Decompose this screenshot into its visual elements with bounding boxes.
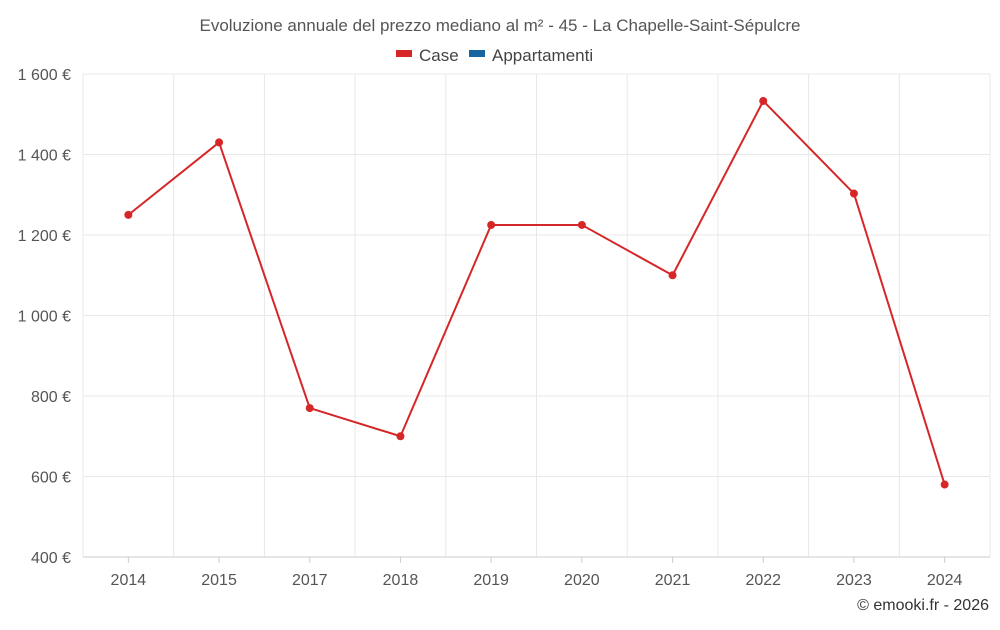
chart-title: Evoluzione annuale del prezzo mediano al… bbox=[199, 16, 800, 35]
y-tick-label: 1 600 € bbox=[18, 67, 71, 84]
legend: Case Appartamenti bbox=[396, 46, 593, 65]
x-tick-label: 2017 bbox=[292, 572, 328, 589]
y-tick-label: 400 € bbox=[31, 550, 71, 567]
legend-swatch-appartamenti[interactable] bbox=[469, 50, 485, 57]
data-point[interactable] bbox=[668, 271, 677, 280]
legend-label-appartamenti[interactable]: Appartamenti bbox=[492, 46, 593, 65]
x-axis-ticks: 2014 2015 2017 2018 2019 2020 2021 2022 2023 2024 bbox=[111, 557, 963, 589]
data-point[interactable] bbox=[215, 138, 224, 147]
legend-swatch-case[interactable] bbox=[396, 50, 412, 57]
series-line bbox=[127, 99, 946, 485]
x-tick-label: 2020 bbox=[564, 572, 600, 589]
x-tick-label: 2023 bbox=[836, 572, 872, 589]
x-tick-label: 2015 bbox=[201, 572, 237, 589]
data-point[interactable] bbox=[487, 220, 496, 229]
x-tick-label: 2022 bbox=[745, 572, 781, 589]
x-tick-label: 2019 bbox=[473, 572, 509, 589]
data-point[interactable] bbox=[305, 404, 314, 413]
y-tick-label: 1 200 € bbox=[18, 228, 71, 245]
data-point[interactable] bbox=[396, 432, 405, 441]
legend-label-case[interactable]: Case bbox=[419, 46, 459, 65]
x-gridlines bbox=[82, 74, 991, 557]
y-tick-label: 1 400 € bbox=[18, 148, 71, 165]
y-tick-label: 1 000 € bbox=[18, 309, 71, 326]
y-axis-ticks: 400 € 600 € 800 € 1 000 € 1 200 € 1 400 € 1 60… bbox=[18, 67, 71, 567]
credit-text: © emooki.fr - 2026 bbox=[857, 597, 989, 614]
y-tick-label: 600 € bbox=[31, 470, 71, 487]
data-point[interactable] bbox=[124, 210, 133, 219]
series-group bbox=[124, 96, 949, 489]
data-point[interactable] bbox=[577, 220, 586, 229]
y-tick-label: 800 € bbox=[31, 389, 71, 406]
data-point[interactable] bbox=[940, 480, 949, 489]
x-tick-label: 2024 bbox=[927, 572, 963, 589]
data-point[interactable] bbox=[759, 96, 768, 105]
x-tick-label: 2021 bbox=[655, 572, 691, 589]
x-tick-label: 2018 bbox=[383, 572, 419, 589]
data-point[interactable] bbox=[849, 189, 858, 198]
x-tick-label: 2014 bbox=[111, 572, 147, 589]
